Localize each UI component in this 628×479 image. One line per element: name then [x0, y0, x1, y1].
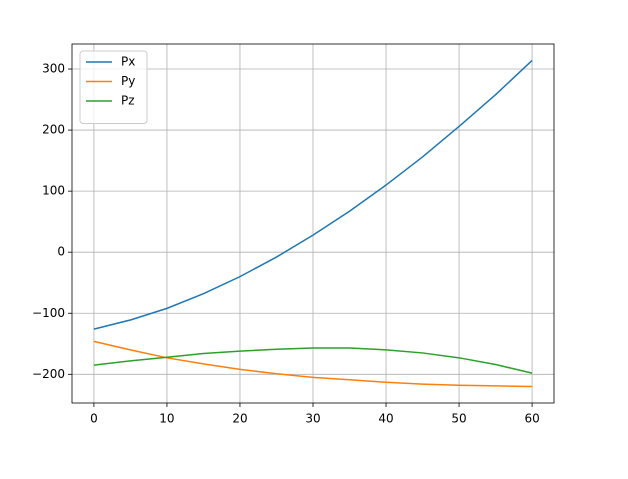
legend-label: Py	[121, 74, 135, 88]
x-tick-label: 0	[90, 412, 98, 426]
legend-label: Pz	[121, 94, 135, 108]
x-tick-label: 40	[378, 412, 393, 426]
x-tick-label: 10	[159, 412, 174, 426]
x-tick-label: 50	[451, 412, 466, 426]
x-tick-label: 60	[524, 412, 539, 426]
axes-frame	[71, 43, 555, 404]
x-tick-label: 20	[232, 412, 247, 426]
y-tick-label: 100	[42, 184, 65, 198]
y-tick-label: −200	[32, 367, 65, 381]
grid	[72, 44, 554, 403]
y-tick-label: 0	[57, 245, 65, 259]
legend-box	[79, 50, 148, 124]
y-tick-label: 200	[42, 123, 65, 137]
x-tick-label: 30	[305, 412, 320, 426]
legend: Px Py Pz	[79, 50, 148, 124]
y-tick-label: 300	[42, 62, 65, 76]
legend-label: Px	[121, 55, 135, 69]
series-line	[93, 59, 533, 330]
series-line	[93, 347, 533, 374]
y-tick-label: −100	[32, 306, 65, 320]
